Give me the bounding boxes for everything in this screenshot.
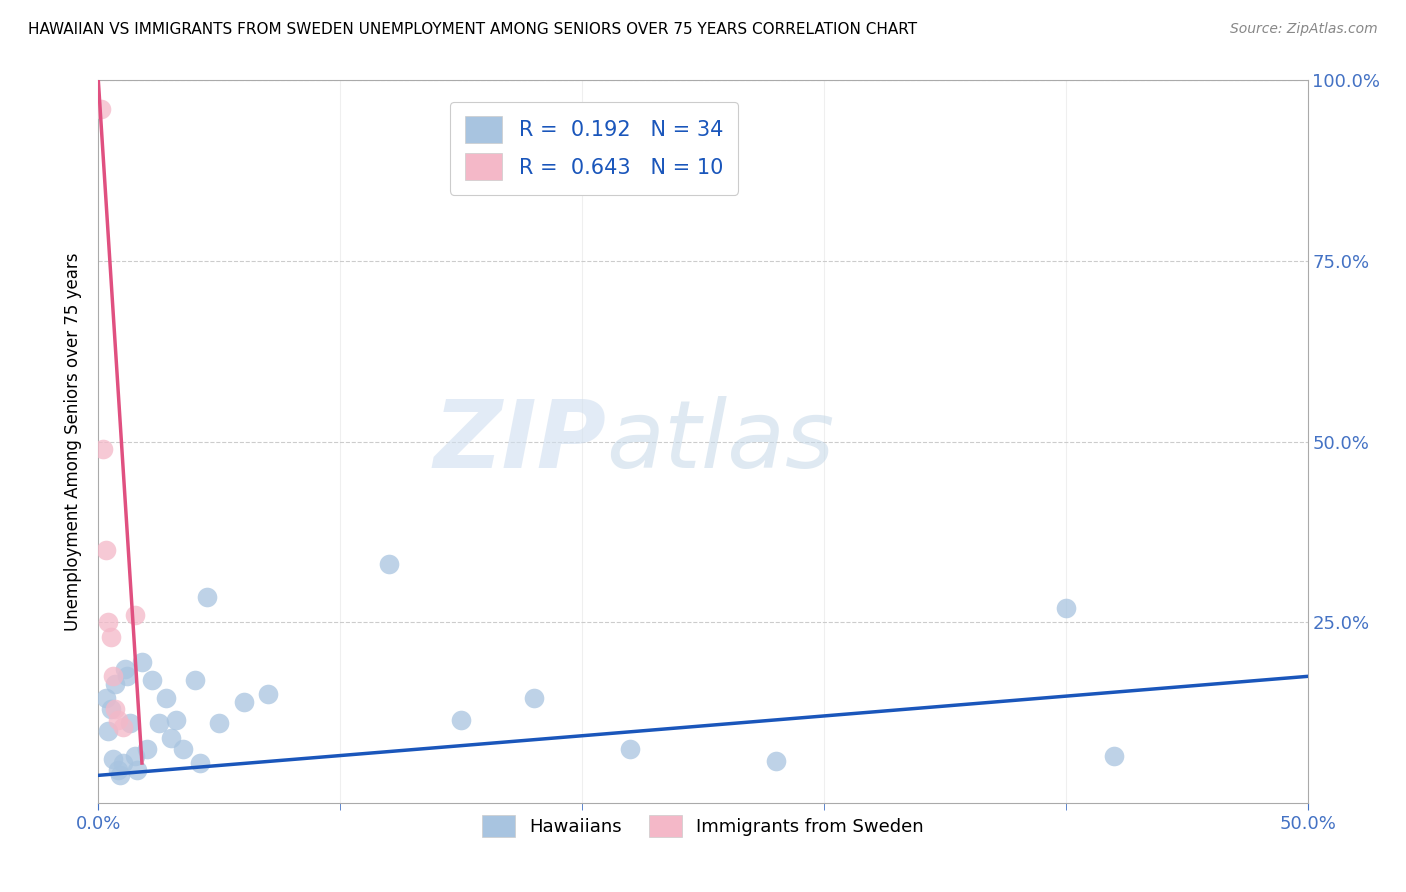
Point <box>232 695 254 709</box>
Point <box>765 754 787 768</box>
Point <box>1102 748 1125 763</box>
Point <box>377 558 399 572</box>
Point <box>127 764 149 778</box>
Point <box>101 752 124 766</box>
Point <box>101 669 124 683</box>
Point <box>91 442 114 456</box>
Point <box>100 702 122 716</box>
Point <box>117 669 139 683</box>
Point <box>104 702 127 716</box>
Point <box>131 655 153 669</box>
Point <box>172 741 194 756</box>
Point <box>160 731 183 745</box>
Point <box>141 673 163 687</box>
Point <box>450 713 472 727</box>
Point <box>104 676 127 690</box>
Point <box>155 691 177 706</box>
Point <box>523 691 546 706</box>
Y-axis label: Unemployment Among Seniors over 75 years: Unemployment Among Seniors over 75 years <box>65 252 83 631</box>
Point <box>124 607 146 622</box>
Point <box>184 673 207 687</box>
Point <box>100 630 122 644</box>
Point <box>188 756 211 770</box>
Point <box>124 748 146 763</box>
Point <box>256 687 278 701</box>
Text: Source: ZipAtlas.com: Source: ZipAtlas.com <box>1230 22 1378 37</box>
Point <box>111 720 134 734</box>
Point <box>135 741 157 756</box>
Point <box>165 713 187 727</box>
Text: HAWAIIAN VS IMMIGRANTS FROM SWEDEN UNEMPLOYMENT AMONG SENIORS OVER 75 YEARS CORR: HAWAIIAN VS IMMIGRANTS FROM SWEDEN UNEMP… <box>28 22 917 37</box>
Point <box>619 741 641 756</box>
Point <box>111 756 134 770</box>
Point <box>1054 600 1077 615</box>
Point <box>90 102 112 116</box>
Point <box>195 590 218 604</box>
Text: ZIP: ZIP <box>433 395 606 488</box>
Point <box>107 764 129 778</box>
Point <box>148 716 170 731</box>
Point <box>114 662 136 676</box>
Point <box>107 713 129 727</box>
Text: atlas: atlas <box>606 396 835 487</box>
Point <box>94 691 117 706</box>
Point <box>97 723 120 738</box>
Point <box>108 768 131 782</box>
Point <box>118 716 141 731</box>
Point <box>208 716 231 731</box>
Point <box>97 615 120 630</box>
Point <box>94 542 117 557</box>
Legend: Hawaiians, Immigrants from Sweden: Hawaiians, Immigrants from Sweden <box>475 808 931 845</box>
